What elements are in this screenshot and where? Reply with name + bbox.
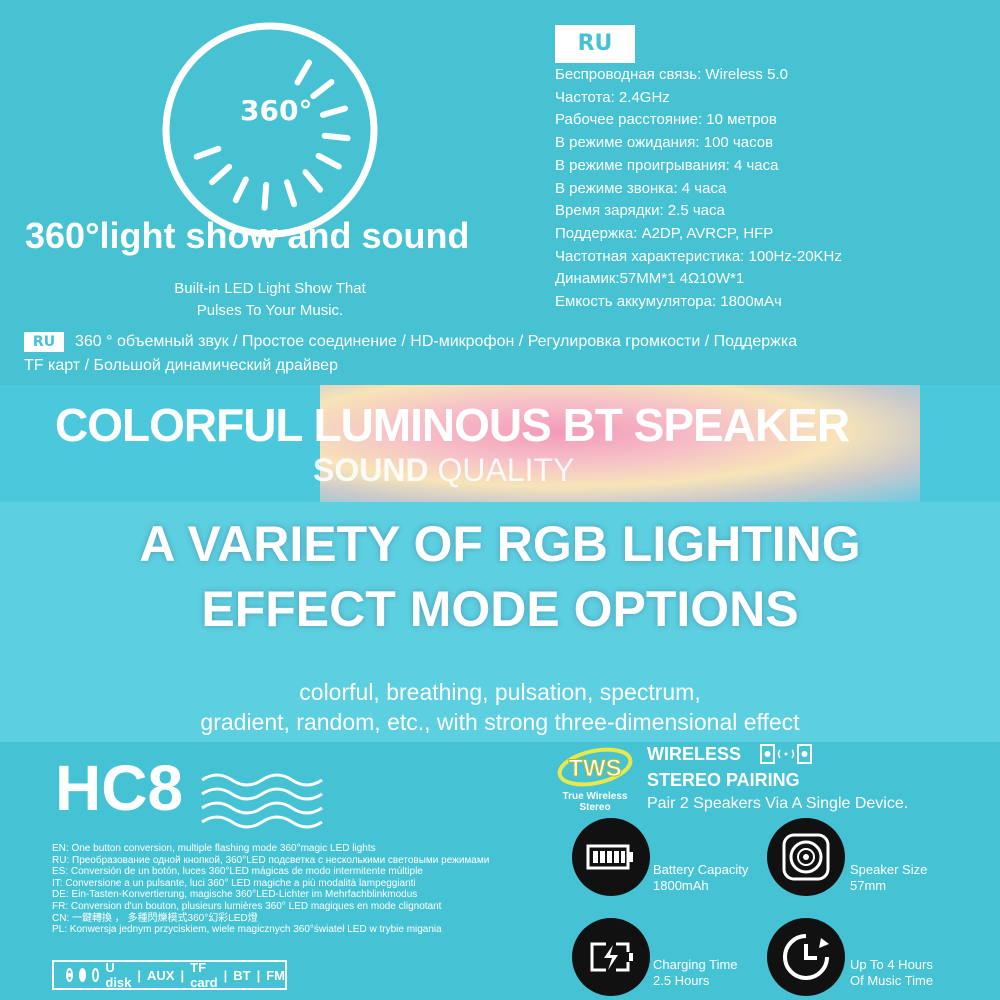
spec-line: Беспроводная связь: Wireless 5.0 xyxy=(555,66,788,83)
ring-dash xyxy=(232,176,249,204)
mode-fm: FM xyxy=(266,967,285,983)
ring-dash xyxy=(321,132,351,142)
light-show-360-icon: 360° xyxy=(162,22,378,238)
tws-caption: True Wireless Stereo xyxy=(562,791,628,813)
tws-logo: TWS xyxy=(557,747,633,787)
badge-360: 360° xyxy=(240,94,312,127)
headline-desc-2: gradient, random, etc., with strong thre… xyxy=(200,709,800,735)
language-line: EN: One button conversion, multiple flas… xyxy=(52,843,376,854)
spec-line: Поддержка: A2DP, AVRCP, HFP xyxy=(555,224,774,242)
ring-dash xyxy=(310,78,335,100)
language-line: RU: Преобразование одной кнопкой, 360°LE… xyxy=(52,854,490,866)
mode-dot-icon xyxy=(66,968,74,982)
tws-title-1: WIRELESS xyxy=(647,744,742,764)
ring-dash xyxy=(294,59,312,86)
mode-selector: U disk | AUX | TF card | BT | FM xyxy=(52,960,287,990)
waves-icon xyxy=(201,773,323,829)
music-time-label-2: Of Music Time xyxy=(850,973,934,988)
speaker-value: 57mm xyxy=(850,878,887,893)
charging-label: Charging Time xyxy=(653,957,738,972)
music-time-label-1: Up To 4 Hours xyxy=(850,957,933,972)
features-language-badge: RU xyxy=(24,332,64,352)
music-time-label: Up To 4 Hours Of Music Time xyxy=(850,957,933,989)
ring-dash xyxy=(283,179,298,208)
banner: COLORFUL LUMINOUS BT SPEAKER SOUND QUALI… xyxy=(0,385,1000,502)
mode-tf: TF card xyxy=(190,960,218,990)
specs-language-badge: RU xyxy=(555,25,635,63)
light-show-subtitle-1: Built-in LED Light Show That xyxy=(174,280,366,297)
charging-time-label: Charging Time 2.5 Hours xyxy=(653,957,738,989)
headline-panel xyxy=(0,502,1000,742)
light-show-title: 360°light show and sound xyxy=(25,215,470,256)
language-line: CN: 一鍵轉換 ， 多種閃爍模式360°幻彩LED燈 xyxy=(52,912,258,924)
spec-line: Емкость аккумулятора: 1800мАч xyxy=(555,293,782,310)
speaker-label: Speaker Size xyxy=(850,862,928,877)
mode-dot-icon xyxy=(79,968,87,982)
speaker-glow-image xyxy=(320,385,920,502)
spec-line: В режиме проигрывания: 4 часа xyxy=(555,156,779,174)
battery-label: Battery Capacity xyxy=(653,862,749,877)
spec-line: В режиме звонка: 4 часа xyxy=(555,179,727,197)
mode-bt: BT xyxy=(233,967,251,983)
clock-icon xyxy=(767,918,845,996)
spec-line: Динамик:57MM*1 4Ω10W*1 xyxy=(555,270,745,288)
language-line: PL: Konwersja jednym przyciskiem, wiele … xyxy=(52,924,442,936)
charging-icon xyxy=(572,918,650,996)
ring-dash xyxy=(261,181,270,211)
ring-dash xyxy=(302,169,324,193)
tws-description: Pair 2 Speakers Via A Single Device. xyxy=(647,795,909,812)
tws-title-2: STEREO PAIRING xyxy=(647,770,800,790)
svg-text:TWS: TWS xyxy=(568,755,621,782)
battery-icon xyxy=(572,818,650,896)
headline-line-1: A VARIETY OF RGB LIGHTING xyxy=(139,516,861,572)
language-line: DE: Ein-Tasten-Konvertierung, magische 3… xyxy=(52,889,418,901)
banner-subtitle: SOUND QUALITY xyxy=(313,453,574,487)
language-line: ES: Conversión de un botón, luces 360°LE… xyxy=(52,866,423,878)
features-ru-line-1: 360 ° объемный звук / Простое соединение… xyxy=(75,333,798,350)
ring-dash xyxy=(209,163,233,186)
paired-speakers-icon xyxy=(760,744,812,764)
banner-sub-light: QUALITY xyxy=(428,452,575,488)
battery-value: 1800mAh xyxy=(653,878,709,893)
light-show-subtitle-2: Pulses To Your Music. xyxy=(196,302,344,319)
banner-title: COLORFUL LUMINOUS BT SPEAKER xyxy=(55,399,850,451)
language-line: FR: Conversion d'un bouton, plusieurs lu… xyxy=(52,901,442,912)
model-name: HC8 xyxy=(55,752,184,824)
headline-line-2: EFFECT MODE OPTIONS xyxy=(201,581,799,637)
ring-dash xyxy=(193,145,222,160)
spec-line: В режиме ожидания: 100 часов xyxy=(555,134,774,152)
ring-dash xyxy=(319,105,348,118)
features-ru-line-2: TF карт / Большой динамический драйвер xyxy=(24,357,338,374)
top-panel xyxy=(0,0,1000,385)
spec-line: Частота: 2.4GHz xyxy=(555,88,670,106)
speaker-icon xyxy=(767,818,845,896)
language-line: IT: Conversione a un pulsante, luci 360°… xyxy=(52,877,416,889)
mode-aux: AUX xyxy=(147,967,175,983)
charging-value: 2.5 Hours xyxy=(653,973,710,988)
spec-line: Рабочее расстояние: 10 метров xyxy=(555,111,777,129)
ring-dash xyxy=(315,152,342,170)
banner-sub-bold: SOUND xyxy=(313,452,429,488)
mode-dot-icon xyxy=(92,968,100,982)
battery-capacity-label: Battery Capacity 1800mAh xyxy=(653,862,748,894)
mode-udisk: U disk xyxy=(105,960,132,990)
headline-desc-1: colorful, breathing, pulsation, spectrum… xyxy=(299,679,701,705)
spec-line: Частотная характеристика: 100Hz-20KHz xyxy=(555,247,842,265)
speaker-size-label: Speaker Size 57mm xyxy=(850,862,927,894)
spec-line: Время зарядки: 2.5 часа xyxy=(555,202,725,220)
